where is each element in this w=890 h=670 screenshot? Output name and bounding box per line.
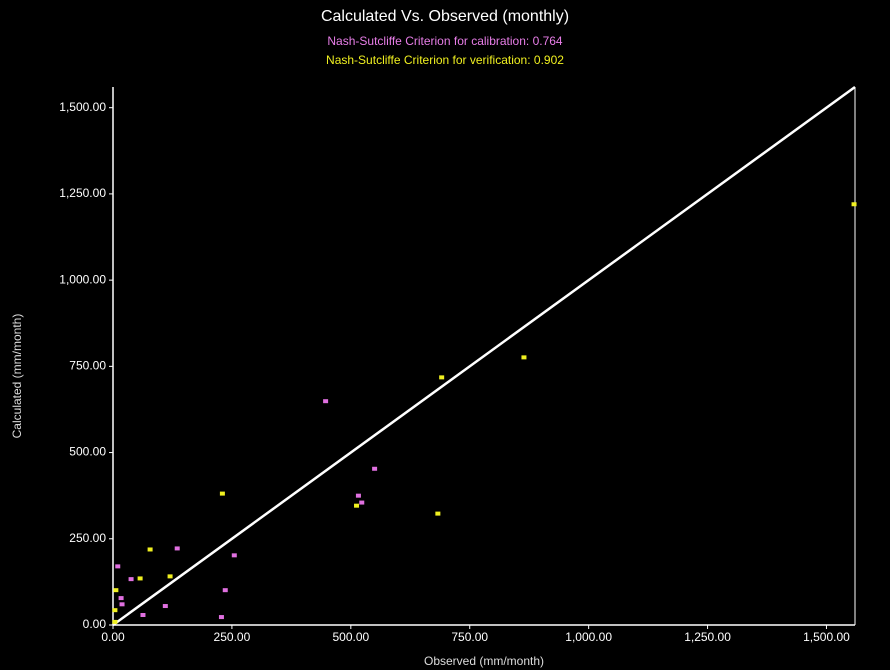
y-axis-label: Calculated (mm/month) xyxy=(10,314,24,439)
y-tick-label: 750.00 xyxy=(69,359,106,373)
point xyxy=(115,564,121,569)
x-tick-label: 0.00 xyxy=(101,630,125,644)
x-tick-label: 250.00 xyxy=(214,630,251,644)
point xyxy=(162,604,168,609)
point xyxy=(222,588,228,593)
x-tick-label: 750.00 xyxy=(451,630,488,644)
point xyxy=(128,577,134,582)
point xyxy=(354,503,360,508)
y-tick-label: 1,250.00 xyxy=(59,186,106,200)
point xyxy=(137,576,143,581)
point xyxy=(112,608,118,613)
point xyxy=(435,511,441,516)
subtitle: Nash-Sutcliffe Criterion for calibration… xyxy=(327,34,563,48)
y-tick-label: 250.00 xyxy=(69,531,106,545)
point xyxy=(218,615,224,620)
point xyxy=(355,493,361,498)
point xyxy=(112,619,118,624)
x-tick-label: 1,250.00 xyxy=(684,630,731,644)
x-axis-label: Observed (mm/month) xyxy=(424,654,544,668)
point xyxy=(851,202,857,207)
point xyxy=(323,399,329,404)
point xyxy=(359,500,365,505)
chart-title: Calculated Vs. Observed (monthly) xyxy=(321,8,569,25)
x-tick-label: 1,500.00 xyxy=(803,630,850,644)
point xyxy=(167,574,173,579)
point xyxy=(113,588,119,593)
x-tick-label: 1,000.00 xyxy=(565,630,612,644)
point xyxy=(118,596,124,601)
point xyxy=(372,466,378,471)
y-tick-label: 1,500.00 xyxy=(59,100,106,114)
x-tick-label: 500.00 xyxy=(332,630,369,644)
y-tick-label: 500.00 xyxy=(69,445,106,459)
point xyxy=(439,375,445,380)
y-tick-label: 0.00 xyxy=(83,617,107,631)
point xyxy=(231,553,237,558)
subtitle: Nash-Sutcliffe Criterion for verificatio… xyxy=(326,53,564,67)
point xyxy=(140,612,146,617)
point xyxy=(147,547,153,552)
point xyxy=(174,546,180,551)
point xyxy=(219,491,225,496)
y-tick-label: 1,000.00 xyxy=(59,272,106,286)
point xyxy=(521,355,527,360)
point xyxy=(119,602,125,607)
one-to-one-line xyxy=(112,85,856,627)
